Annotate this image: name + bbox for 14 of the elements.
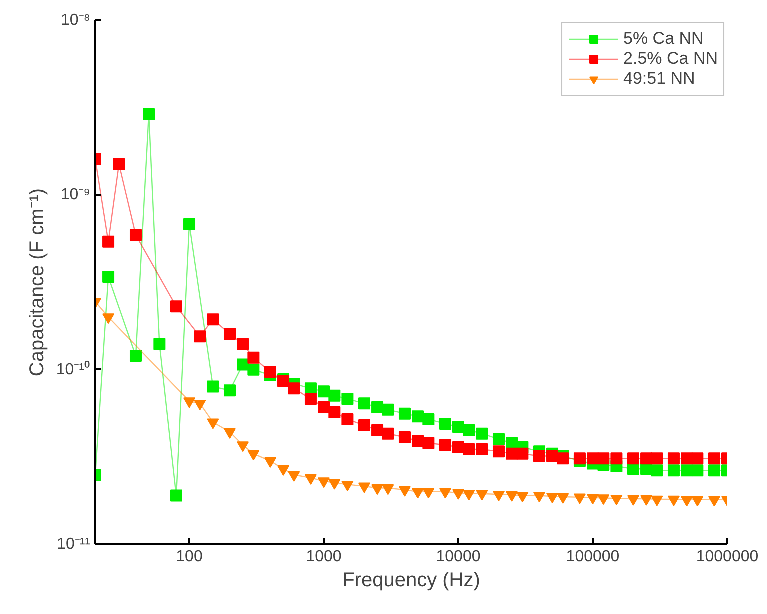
- y-tick-label: 10⁻⁸: [60, 12, 90, 29]
- y-tick-label: 10⁻¹¹: [57, 536, 90, 553]
- y-axis-title: Capacitance (F cm⁻¹): [26, 188, 48, 377]
- y-tick-label: 10⁻¹⁰: [56, 360, 90, 378]
- x-tick-label: 10000: [436, 548, 481, 566]
- y-tick-label: 10⁻⁹: [60, 186, 91, 204]
- legend-label: 2.5% Ca NN: [624, 49, 718, 69]
- x-tick-label: 1000: [306, 548, 342, 566]
- legend-label: 49:51 NN: [624, 69, 696, 89]
- legend-label: 5% Ca NN: [624, 29, 704, 49]
- x-axis-title: Frequency (Hz): [342, 570, 480, 592]
- x-tick-label: 100000: [566, 548, 620, 566]
- x-tick-label: 1000000: [696, 548, 759, 566]
- x-tick-label: 100: [176, 548, 203, 566]
